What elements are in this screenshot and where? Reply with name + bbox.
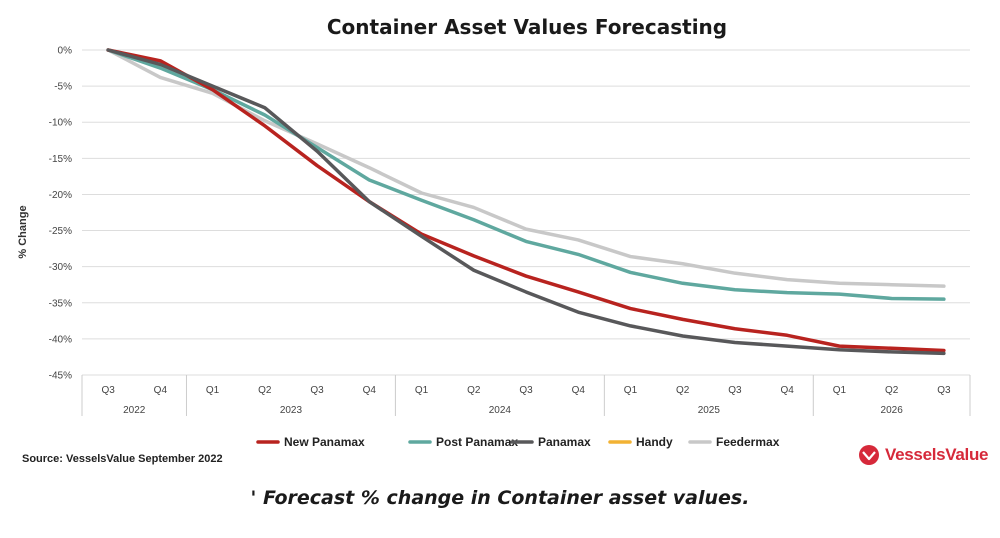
year-label: 2025 — [698, 405, 721, 416]
legend-label: Panamax — [538, 435, 591, 449]
x-tick-label: Q4 — [363, 385, 377, 396]
x-tick-label: Q2 — [467, 385, 481, 396]
x-tick-label: Q4 — [572, 385, 586, 396]
series-line-panamax — [106, 48, 946, 356]
legend-label: Handy — [636, 435, 673, 449]
y-tick-label: -30% — [49, 262, 72, 273]
y-tick-label: -35% — [49, 298, 72, 309]
y-tick-label: -5% — [54, 82, 72, 93]
y-tick-label: -20% — [49, 190, 72, 201]
figure-caption: ' Forecast % change in Container asset v… — [250, 487, 750, 509]
year-label: 2024 — [489, 405, 512, 416]
x-tick-label: Q2 — [885, 385, 899, 396]
year-label: 2026 — [881, 405, 904, 416]
legend-label: New Panamax — [284, 435, 365, 449]
x-tick-label: Q1 — [624, 385, 638, 396]
y-tick-label: -15% — [49, 154, 72, 165]
x-tick-label: Q4 — [154, 385, 168, 396]
x-tick-label: Q3 — [728, 385, 742, 396]
y-tick-label: -25% — [49, 226, 72, 237]
x-tick-label: Q1 — [415, 385, 429, 396]
x-tick-label: Q3 — [310, 385, 324, 396]
y-tick-label: -45% — [49, 371, 72, 382]
series-lines — [106, 48, 946, 356]
series-line-post-panamax — [106, 48, 946, 301]
x-tick-label: Q3 — [519, 385, 533, 396]
legend-label: Feedermax — [716, 435, 780, 449]
grid — [82, 49, 970, 376]
x-tick-label: Q3 — [101, 385, 115, 396]
x-tick-label: Q3 — [937, 385, 951, 396]
logo-text: VesselsValue — [885, 445, 989, 464]
vesselsvalue-logo: VesselsValue — [858, 444, 989, 466]
series-line-new-panamax — [106, 48, 946, 353]
chart-title: Container Asset Values Forecasting — [327, 15, 727, 39]
x-tick-label: Q4 — [781, 385, 795, 396]
y-tick-label: -40% — [49, 334, 72, 345]
x-tick-label: Q1 — [833, 385, 847, 396]
year-label: 2022 — [123, 405, 146, 416]
x-tick-label: Q2 — [676, 385, 690, 396]
y-axis-label: % Change — [17, 205, 29, 258]
legend-label: Post Panamax — [436, 435, 518, 449]
series-line-feedermax — [106, 48, 946, 288]
y-tick-label: 0% — [58, 46, 73, 57]
legend: New Panamax Post Panamax Panamax Handy Feede… — [256, 435, 780, 449]
y-axis: 0% -5% -10% -15% -20% -25% -30% -35% -40% -45% — [49, 46, 72, 382]
x-tick-label: Q2 — [258, 385, 272, 396]
vesselsvalue-logo-icon — [859, 445, 879, 465]
x-axis: Q3 Q4 Q1 Q2 Q3 Q4 Q1 Q2 Q3 Q4 Q1 Q2 Q3 Q4 Q1 Q2 Q3 2022 20… — [81, 375, 971, 416]
year-label: 2023 — [280, 405, 303, 416]
y-tick-label: -10% — [49, 118, 72, 129]
source-note: Source: VesselsValue September 2022 — [22, 453, 223, 465]
x-tick-label: Q1 — [206, 385, 220, 396]
